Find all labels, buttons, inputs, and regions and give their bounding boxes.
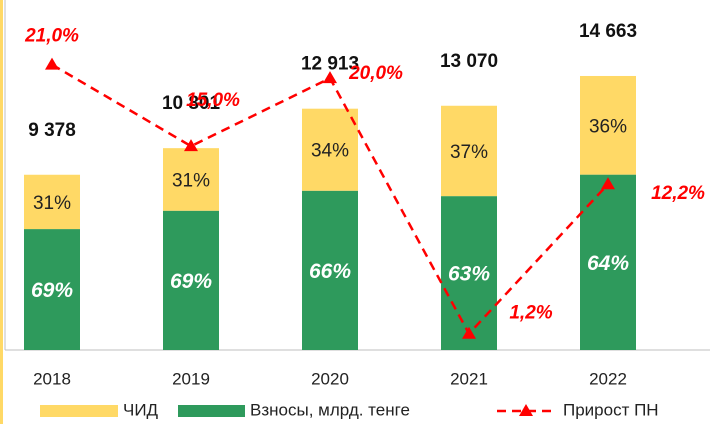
segment-label: 34%: [311, 141, 349, 162]
x-tick-label: 2018: [33, 369, 71, 388]
bar-segment: [441, 105, 497, 197]
bar-segment: [302, 108, 358, 191]
growth-marker: [323, 71, 337, 84]
segment-label: 31%: [33, 193, 71, 214]
bar-segment: [163, 148, 219, 211]
total-label: 13 070: [440, 51, 498, 72]
growth-label: 1,2%: [509, 303, 552, 324]
growth-marker: [601, 177, 615, 190]
growth-label: 21,0%: [24, 26, 79, 47]
bar-segment: [163, 210, 219, 350]
growth-label: 20,0%: [348, 63, 403, 84]
left-edge: [0, 0, 3, 424]
segment-label: 36%: [589, 116, 627, 137]
growth-label: 15,0%: [186, 90, 240, 111]
segment-label: 37%: [450, 142, 488, 163]
segment-label: 63%: [448, 263, 490, 286]
bar-segment: [24, 174, 80, 230]
legend-label: Прирост ПН: [563, 400, 659, 419]
legend-label: ЧИД: [123, 400, 159, 419]
legend-swatch: [519, 404, 533, 416]
x-tick-label: 2020: [311, 369, 349, 388]
total-label: 10 801: [162, 93, 221, 114]
bar-segment: [441, 196, 497, 350]
segment-label: 69%: [31, 279, 73, 302]
segment-label: 66%: [309, 260, 351, 283]
total-label: 9 378: [28, 120, 76, 141]
growth-marker: [45, 57, 59, 70]
total-label: 12 913: [301, 54, 359, 75]
segment-label: 64%: [587, 252, 629, 275]
x-tick-label: 2022: [589, 369, 627, 388]
growth-label: 12,2%: [651, 183, 705, 204]
segment-label: 31%: [172, 170, 210, 191]
x-tick-label: 2021: [450, 369, 488, 388]
total-label: 14 663: [579, 21, 637, 42]
legend-swatch: [178, 405, 245, 417]
growth-marker: [184, 139, 198, 152]
legend-swatch: [40, 405, 118, 417]
segment-label: 69%: [170, 270, 212, 293]
bar-segment: [24, 229, 80, 350]
growth-marker: [462, 326, 476, 339]
bar-segment: [580, 75, 636, 175]
legend-label: Взносы, млрд. тенге: [250, 400, 410, 419]
bar-segment: [302, 190, 358, 350]
x-tick-label: 2019: [172, 369, 210, 388]
